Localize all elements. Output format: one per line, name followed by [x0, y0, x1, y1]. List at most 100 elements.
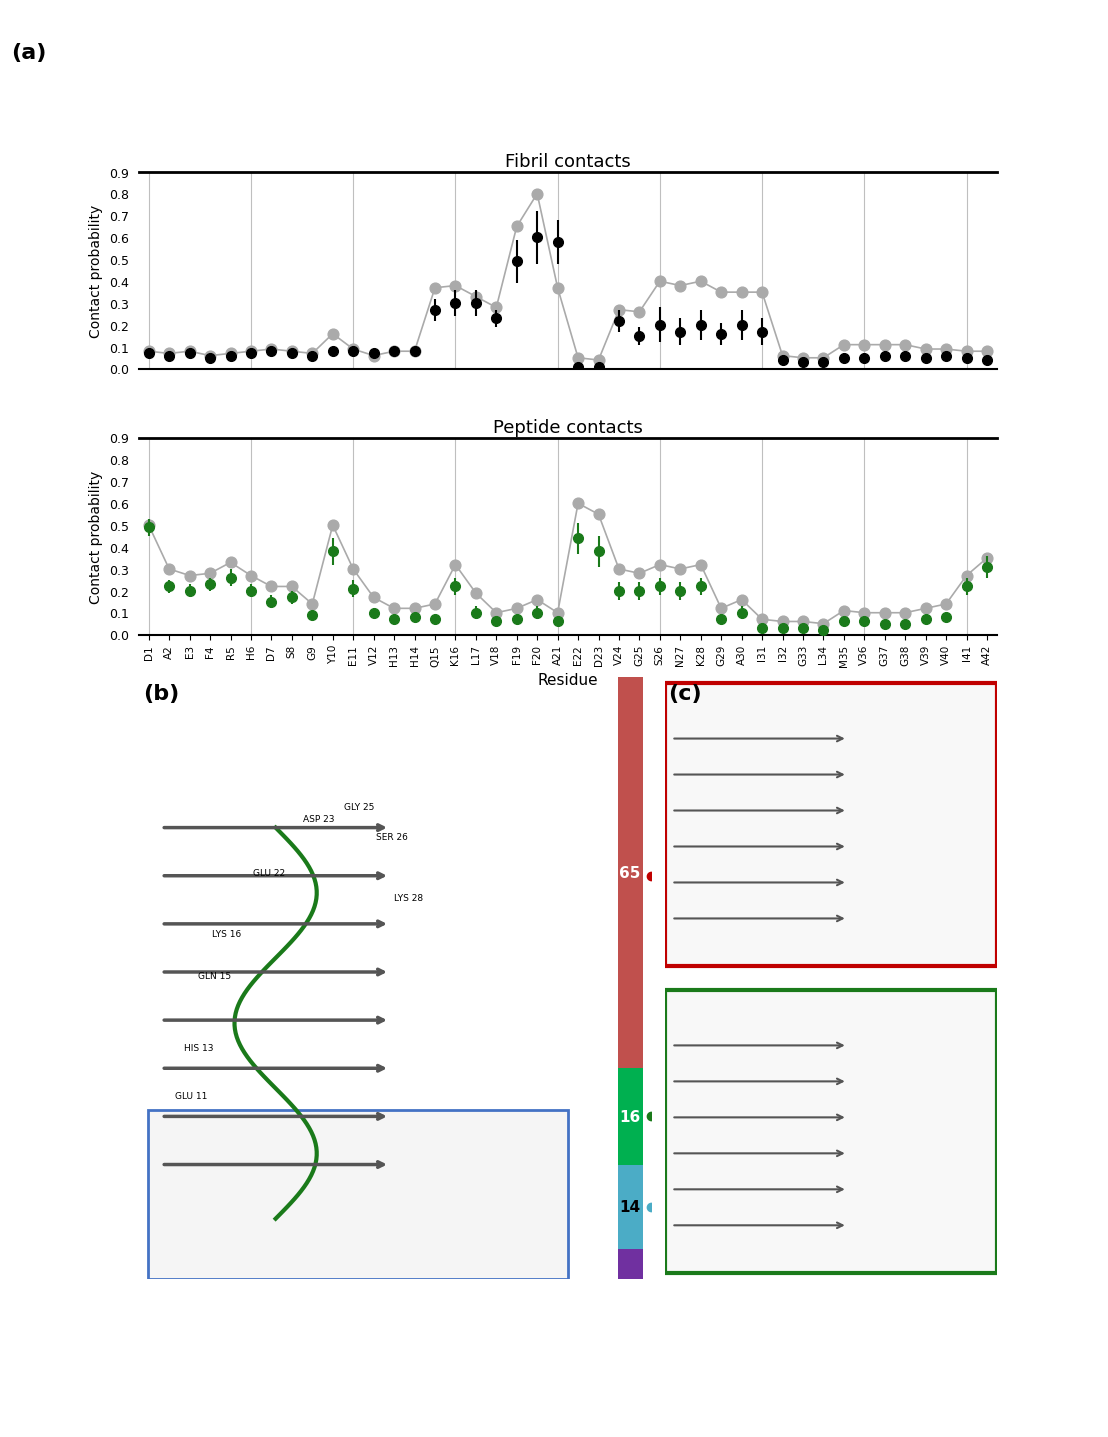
Point	[406, 341, 423, 364]
Point	[611, 558, 628, 581]
Point	[242, 341, 259, 364]
Point	[896, 333, 914, 356]
Point	[488, 296, 505, 319]
Point	[794, 346, 812, 369]
Point	[202, 562, 219, 585]
Point	[222, 342, 239, 365]
Point	[140, 341, 157, 364]
Point	[161, 342, 178, 365]
Point	[916, 338, 934, 361]
X-axis label: Residue: Residue	[537, 673, 598, 687]
Point	[386, 598, 403, 621]
Point	[304, 593, 321, 616]
Point	[937, 593, 955, 616]
Point	[466, 286, 484, 309]
Point	[957, 341, 975, 364]
Text: GLN 15: GLN 15	[198, 971, 232, 980]
Point	[345, 338, 362, 361]
Point	[406, 598, 423, 621]
Point	[671, 274, 689, 297]
FancyBboxPatch shape	[665, 990, 997, 1273]
Point	[507, 216, 525, 239]
Point	[937, 338, 955, 361]
Text: 16: 16	[619, 1109, 640, 1124]
Text: (b): (b)	[143, 684, 179, 704]
Point	[365, 586, 382, 609]
Point	[263, 575, 280, 598]
Text: (a): (a)	[11, 43, 47, 63]
Bar	[618, 1164, 643, 1249]
Point	[507, 598, 525, 621]
Point	[181, 565, 198, 588]
Point	[304, 342, 321, 365]
Point	[466, 582, 484, 605]
Point	[814, 346, 832, 369]
Point	[529, 182, 546, 205]
Y-axis label: Contact probability: Contact probability	[90, 204, 103, 338]
Point	[548, 277, 566, 300]
Point	[181, 341, 198, 364]
Text: 14: 14	[619, 1200, 640, 1214]
Text: 65: 65	[619, 865, 640, 881]
Point	[386, 341, 403, 364]
Point	[794, 611, 812, 634]
Text: (c): (c)	[668, 684, 701, 704]
Point	[365, 345, 382, 368]
Point	[161, 558, 178, 581]
Point	[732, 282, 750, 305]
Title: Fibril contacts: Fibril contacts	[505, 152, 630, 171]
Point	[630, 562, 648, 585]
Point	[753, 282, 771, 305]
Point	[589, 503, 607, 526]
Point	[529, 589, 546, 612]
Point	[691, 270, 709, 293]
Point	[345, 558, 362, 581]
Title: Peptide contacts: Peptide contacts	[493, 418, 643, 437]
Point	[324, 323, 341, 346]
Point	[876, 602, 894, 625]
Point	[835, 599, 853, 622]
Point	[283, 341, 300, 364]
Bar	[618, 678, 643, 1069]
Point	[324, 514, 341, 537]
Point	[814, 612, 832, 635]
Text: SER 26: SER 26	[377, 833, 408, 842]
Point	[283, 575, 300, 598]
Point	[835, 333, 853, 356]
Bar	[618, 1249, 643, 1279]
Point	[263, 338, 280, 361]
Point	[570, 493, 587, 516]
Point	[447, 274, 464, 297]
Bar	[618, 1069, 643, 1164]
Point	[978, 341, 996, 364]
Point	[773, 345, 791, 368]
Point	[570, 346, 587, 369]
Point	[652, 270, 669, 293]
Point	[855, 333, 873, 356]
Point	[855, 602, 873, 625]
Point	[978, 547, 996, 570]
Point	[753, 608, 771, 631]
Text: GLU 11: GLU 11	[175, 1092, 207, 1101]
Point	[589, 349, 607, 372]
Point	[876, 333, 894, 356]
Point	[712, 598, 730, 621]
Point	[773, 611, 791, 634]
Text: LYS 16: LYS 16	[212, 930, 240, 938]
FancyBboxPatch shape	[147, 1111, 568, 1279]
Point	[202, 345, 219, 368]
Point	[447, 553, 464, 576]
Point	[652, 553, 669, 576]
Point	[630, 300, 648, 323]
Point	[916, 598, 934, 621]
Point	[957, 565, 975, 588]
Point	[488, 602, 505, 625]
Point	[140, 514, 157, 537]
Point	[611, 299, 628, 322]
Text: GLY 25: GLY 25	[345, 803, 375, 812]
Point	[548, 602, 566, 625]
Point	[671, 558, 689, 581]
Text: ASP 23: ASP 23	[304, 815, 335, 823]
Point	[712, 282, 730, 305]
Text: LYS 28: LYS 28	[394, 892, 423, 902]
